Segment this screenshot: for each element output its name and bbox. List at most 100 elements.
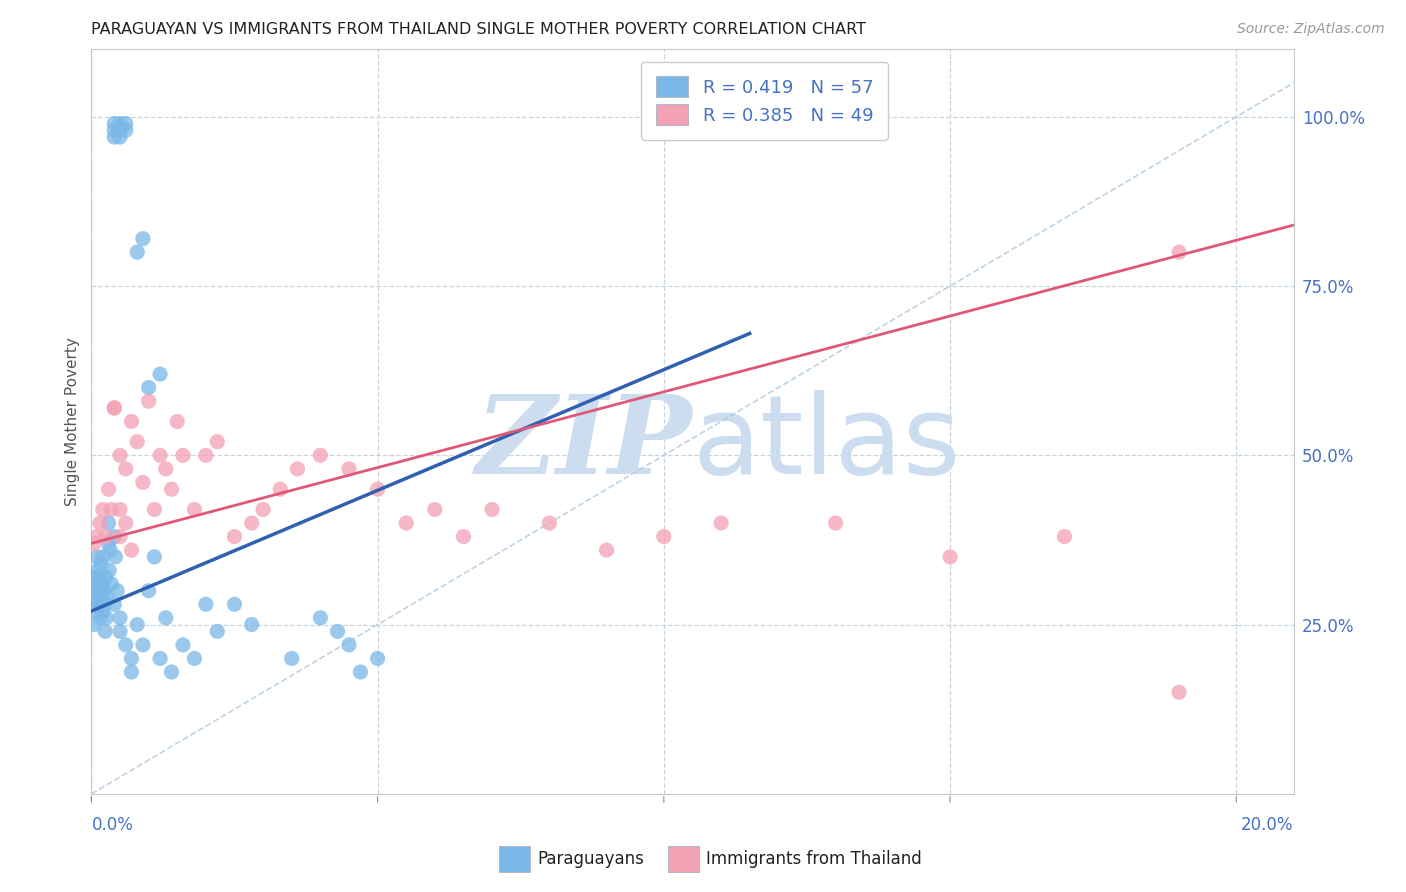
Point [287,462,309,476]
Point [138,394,160,409]
Point [83,617,105,632]
Point [143,502,166,516]
Point [166,414,188,429]
Text: Paraguayans: Paraguayans [537,850,644,868]
Point [127,617,149,632]
Point [100,577,122,591]
Point [108,624,131,639]
Point [86,530,108,544]
Point [103,401,125,415]
Point [103,597,125,611]
Point [183,502,205,516]
Point [1168,245,1191,260]
Point [160,482,183,496]
Point [155,611,177,625]
Point [149,651,172,665]
Point [121,651,143,665]
Text: 20.0%: 20.0% [1241,816,1294,834]
Point [194,597,217,611]
Point [90,611,112,625]
Point [108,502,131,516]
Point [423,502,446,516]
Point [91,577,114,591]
Point [224,597,246,611]
Point [207,434,229,449]
Text: 0.0%: 0.0% [91,816,134,834]
Point [367,651,389,665]
Point [114,638,136,652]
Point [94,530,117,544]
Point [86,564,108,578]
Point [132,638,155,652]
Point [132,232,155,246]
Point [103,401,125,415]
Point [89,516,111,530]
Point [224,530,246,544]
Point [149,448,172,462]
Point [94,624,117,639]
Point [939,549,962,564]
Point [114,516,136,530]
Point [103,130,125,145]
Point [172,638,194,652]
Point [108,117,131,131]
Point [100,502,122,516]
Point [127,245,149,260]
Point [97,536,120,550]
Point [87,597,110,611]
Point [309,448,332,462]
Point [82,597,104,611]
Point [121,543,143,558]
Text: ZIP: ZIP [475,390,692,498]
Point [538,516,561,530]
Point [121,665,143,679]
Point [337,638,360,652]
Point [309,611,332,625]
Point [652,530,675,544]
Point [155,462,177,476]
Point [1168,685,1191,699]
Point [108,611,131,625]
Point [349,665,371,679]
Point [240,516,263,530]
Point [481,502,503,516]
Point [108,448,131,462]
Point [108,123,131,137]
Point [83,577,105,591]
Point [103,123,125,137]
Point [104,549,127,564]
Point [96,591,118,605]
Point [98,564,121,578]
Point [143,549,166,564]
Text: PARAGUAYAN VS IMMIGRANTS FROM THAILAND SINGLE MOTHER POVERTY CORRELATION CHART: PARAGUAYAN VS IMMIGRANTS FROM THAILAND S… [91,22,866,37]
Point [86,549,108,564]
Point [1053,530,1076,544]
Point [97,516,120,530]
Point [108,530,131,544]
Point [93,583,115,598]
Point [98,543,121,558]
Point [103,530,125,544]
Point [127,434,149,449]
Point [94,570,117,584]
Point [103,117,125,131]
Point [395,516,418,530]
Text: Immigrants from Thailand: Immigrants from Thailand [706,850,921,868]
Point [82,583,104,598]
Point [138,381,160,395]
Point [595,543,617,558]
Point [240,617,263,632]
Point [367,482,389,496]
Point [90,591,112,605]
Point [114,117,136,131]
Point [87,570,110,584]
Point [121,414,143,429]
Point [149,367,172,381]
Text: Source: ZipAtlas.com: Source: ZipAtlas.com [1237,22,1385,37]
Point [269,482,291,496]
Point [84,591,107,605]
Point [160,665,183,679]
Point [105,583,128,598]
Legend: R = 0.419   N = 57, R = 0.385   N = 49: R = 0.419 N = 57, R = 0.385 N = 49 [641,62,887,140]
Point [138,583,160,598]
